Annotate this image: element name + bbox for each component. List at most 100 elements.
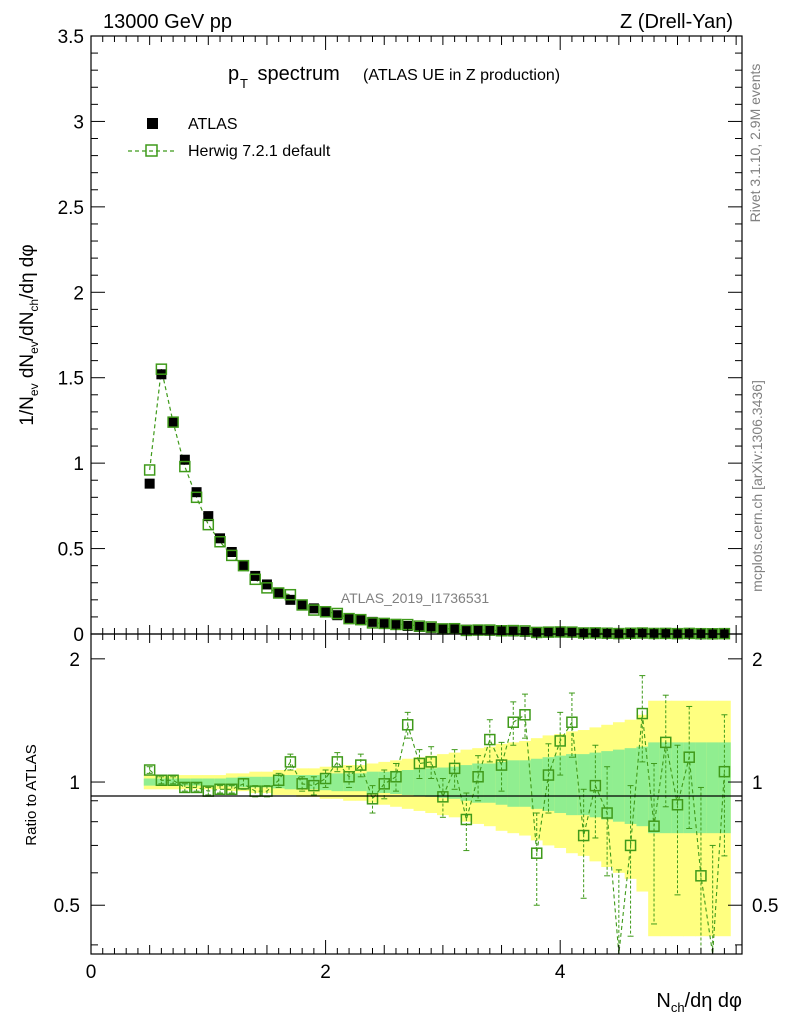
ratio-markers [143, 675, 731, 955]
data-point [297, 599, 308, 610]
plot-title: p T spectrum (ATLAS UE in Z production) [228, 63, 560, 91]
ratio-point [671, 799, 684, 811]
band-inner-bin [225, 777, 239, 787]
ratio-point [143, 764, 156, 776]
band-inner-bin [566, 754, 579, 816]
mc-point [143, 464, 156, 476]
ratio-point [237, 778, 250, 790]
ratio-point [319, 772, 332, 785]
band-inner-bin [261, 776, 274, 788]
ratio-point [484, 733, 496, 746]
band-inner-bin [331, 773, 344, 792]
data-point [238, 560, 249, 571]
main-y-tick-label: 1.5 [58, 369, 84, 390]
process-label: Z (Drell-Yan) [620, 11, 733, 33]
ratio-point [366, 793, 379, 805]
ratio-point [214, 783, 226, 796]
ratio-point [155, 774, 168, 787]
data-point [308, 603, 319, 614]
main-y-tick-label: 0.5 [58, 540, 84, 561]
band-inner-bin [648, 742, 661, 834]
ratio-point [226, 783, 238, 796]
ratio-point [695, 870, 707, 882]
data-point [261, 579, 272, 590]
legend-data-label: ATLAS [188, 116, 238, 133]
mc-point [202, 518, 215, 531]
data-point [320, 606, 331, 617]
band-inner-bin [577, 754, 591, 816]
ratio-point [167, 774, 179, 787]
ratio-point [589, 779, 602, 792]
ratio-point [331, 756, 344, 768]
ratio-point [296, 778, 308, 790]
ratio-y-tick-label: 1 [69, 773, 80, 794]
ratio-point [179, 781, 191, 794]
band-inner-bin [554, 755, 567, 814]
band-inner-bin [354, 773, 368, 792]
data-point [367, 616, 378, 627]
ratio-point [507, 716, 520, 728]
mc-point [331, 607, 344, 620]
ratio-point [390, 771, 402, 783]
mc-point [226, 549, 238, 562]
data-point [168, 417, 179, 428]
data-point [355, 614, 366, 625]
band-inner-bin [249, 776, 262, 788]
mc-point [284, 588, 297, 601]
ratio-mc-line [149, 713, 725, 955]
band-inner-bin [401, 770, 415, 795]
x-tick-label: 4 [555, 962, 566, 983]
mc-point [167, 416, 179, 428]
ratio-point [495, 759, 508, 771]
band-inner-bin [437, 767, 450, 798]
mc-point [319, 606, 332, 618]
mc-point [272, 587, 285, 599]
data-point [215, 533, 226, 544]
band-inner-bin [237, 776, 250, 788]
title-subscript: T [240, 76, 248, 91]
panel-frames [90, 35, 743, 955]
ratio-point [624, 839, 637, 852]
band-inner-bin [202, 778, 215, 786]
mc-point [355, 613, 367, 626]
rivet-version-label: Rivet 3.1.10, 2.9M events [747, 64, 763, 223]
main-y-tick-label: 2 [73, 283, 84, 304]
band-inner-bin [507, 760, 520, 807]
ratio-point [660, 736, 672, 749]
svg-text:Nch/dη dφ: Nch/dη dφ [656, 990, 742, 1015]
ratio-y-tick-label-right: 1 [752, 773, 763, 794]
title-rest: spectrum [252, 63, 340, 85]
ratio-point [308, 779, 320, 792]
data-point [250, 570, 261, 581]
band-inner-bin [519, 760, 532, 807]
ratio-point [636, 707, 649, 720]
ratio-y-tick-label-right: 0.5 [752, 896, 778, 917]
mcplots-label: mcplots.cern.ch [arXiv:1306.3436] [749, 380, 765, 592]
mc-point [179, 460, 191, 473]
ratio-point [401, 719, 414, 731]
mc-point [308, 604, 320, 616]
band-inner-bin [483, 763, 497, 803]
ratio-point [718, 765, 731, 778]
main-y-axis-label: 1/Nev dNev/dNch/dη dφ [17, 244, 41, 425]
band-inner-bin [460, 765, 473, 801]
data-point [402, 620, 413, 631]
data-point [379, 618, 390, 629]
band-inner-bin [366, 771, 379, 794]
mc-point [261, 582, 273, 594]
band-inner-bin [413, 769, 426, 796]
data-point [426, 622, 437, 633]
data-point [414, 621, 425, 632]
mc-point [155, 363, 168, 375]
main-y-tick-label: 0 [73, 625, 84, 646]
ratio-point [437, 791, 449, 803]
data-point [344, 613, 355, 624]
main-y-tick-label: 1 [73, 454, 84, 475]
mc-point [190, 491, 203, 504]
axis-tick-labels: 0 0.5 1 1.5 2 2.5 3 3.5 0.5 0.5 1 1 2 2 0 2 4 [54, 27, 779, 983]
mc-point [296, 599, 308, 611]
legend-data-marker [147, 118, 158, 129]
ratio-point [272, 774, 285, 787]
ratio-point [460, 813, 473, 826]
